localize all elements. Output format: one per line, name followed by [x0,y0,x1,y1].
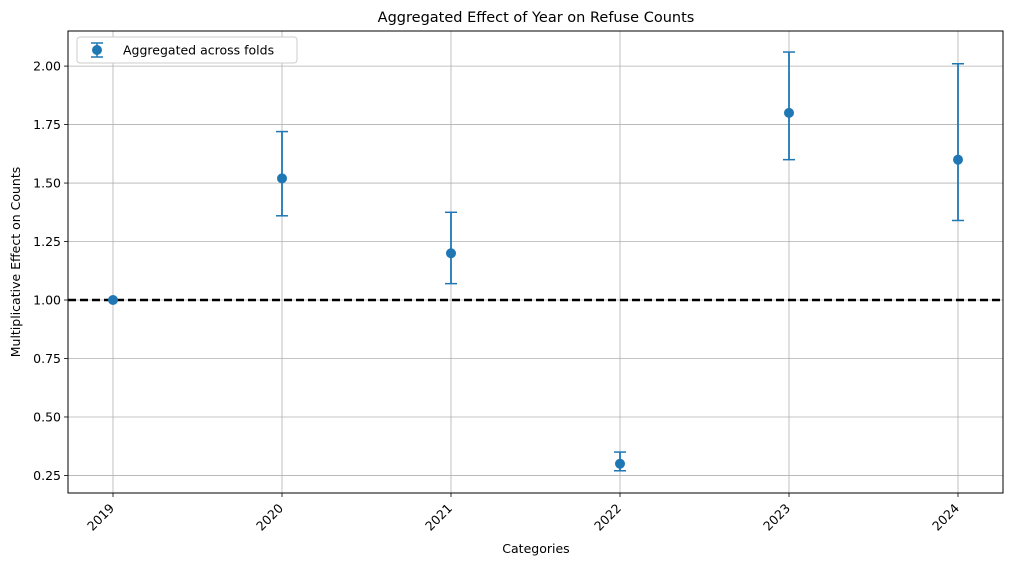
plot-frame [67,30,1004,494]
y-tick-label: 1.75 [33,117,61,132]
y-tick-label: 1.25 [33,234,61,249]
data-point [615,458,625,469]
data-point [277,173,287,184]
y-tick-label: 0.50 [33,409,61,424]
data-point [108,295,118,306]
legend-label: Aggregated across folds [123,43,274,58]
data-marks [108,51,964,472]
y-tick-label: 1.50 [33,176,61,191]
grid-lines [68,31,1003,493]
data-point [953,154,963,165]
chart-title: Aggregated Effect of Year on Refuse Coun… [378,10,695,26]
x-axis-label: Categories [502,541,569,556]
y-tick-label: 1.00 [33,293,61,308]
y-tick-label: 0.75 [33,351,61,366]
y-tick-label: 0.25 [33,468,61,483]
legend-box [76,36,298,64]
legend: Aggregated across folds [76,36,298,64]
y-axis-label: Multiplicative Effect on Counts [8,167,23,358]
data-point [446,248,456,259]
data-point [784,107,794,118]
y-axis-ticks: 0.25 0.50 0.75 1.00 1.25 1.50 1.75 2.00 [33,59,68,483]
y-tick-label: 2.00 [33,59,61,74]
legend-marker [92,45,102,55]
